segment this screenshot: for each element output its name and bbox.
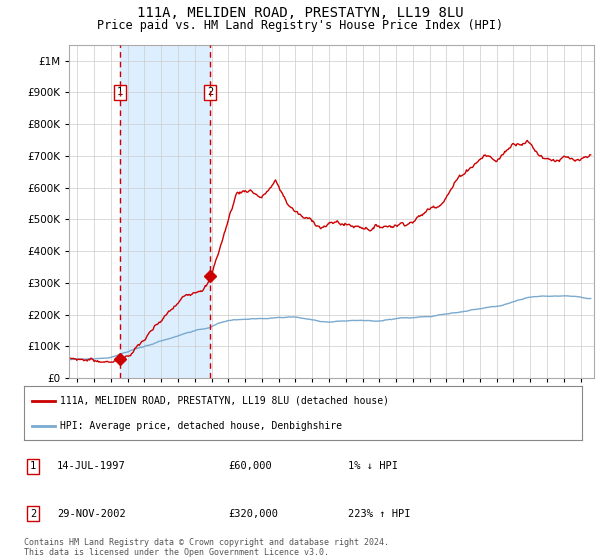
Text: 1: 1 <box>30 461 36 471</box>
Text: 29-NOV-2002: 29-NOV-2002 <box>57 509 126 519</box>
Text: HPI: Average price, detached house, Denbighshire: HPI: Average price, detached house, Denb… <box>60 421 342 431</box>
Text: 14-JUL-1997: 14-JUL-1997 <box>57 461 126 471</box>
Text: £320,000: £320,000 <box>228 509 278 519</box>
Text: Contains HM Land Registry data © Crown copyright and database right 2024.
This d: Contains HM Land Registry data © Crown c… <box>24 538 389 557</box>
Text: 223% ↑ HPI: 223% ↑ HPI <box>348 509 410 519</box>
Text: Price paid vs. HM Land Registry's House Price Index (HPI): Price paid vs. HM Land Registry's House … <box>97 19 503 32</box>
Text: 1: 1 <box>117 87 123 97</box>
Text: £60,000: £60,000 <box>228 461 272 471</box>
Text: 2: 2 <box>207 87 213 97</box>
Text: 111A, MELIDEN ROAD, PRESTATYN, LL19 8LU: 111A, MELIDEN ROAD, PRESTATYN, LL19 8LU <box>137 6 463 20</box>
Text: 111A, MELIDEN ROAD, PRESTATYN, LL19 8LU (detached house): 111A, MELIDEN ROAD, PRESTATYN, LL19 8LU … <box>60 396 389 406</box>
Text: 1% ↓ HPI: 1% ↓ HPI <box>348 461 398 471</box>
Text: 2: 2 <box>30 509 36 519</box>
Bar <box>120 45 210 378</box>
